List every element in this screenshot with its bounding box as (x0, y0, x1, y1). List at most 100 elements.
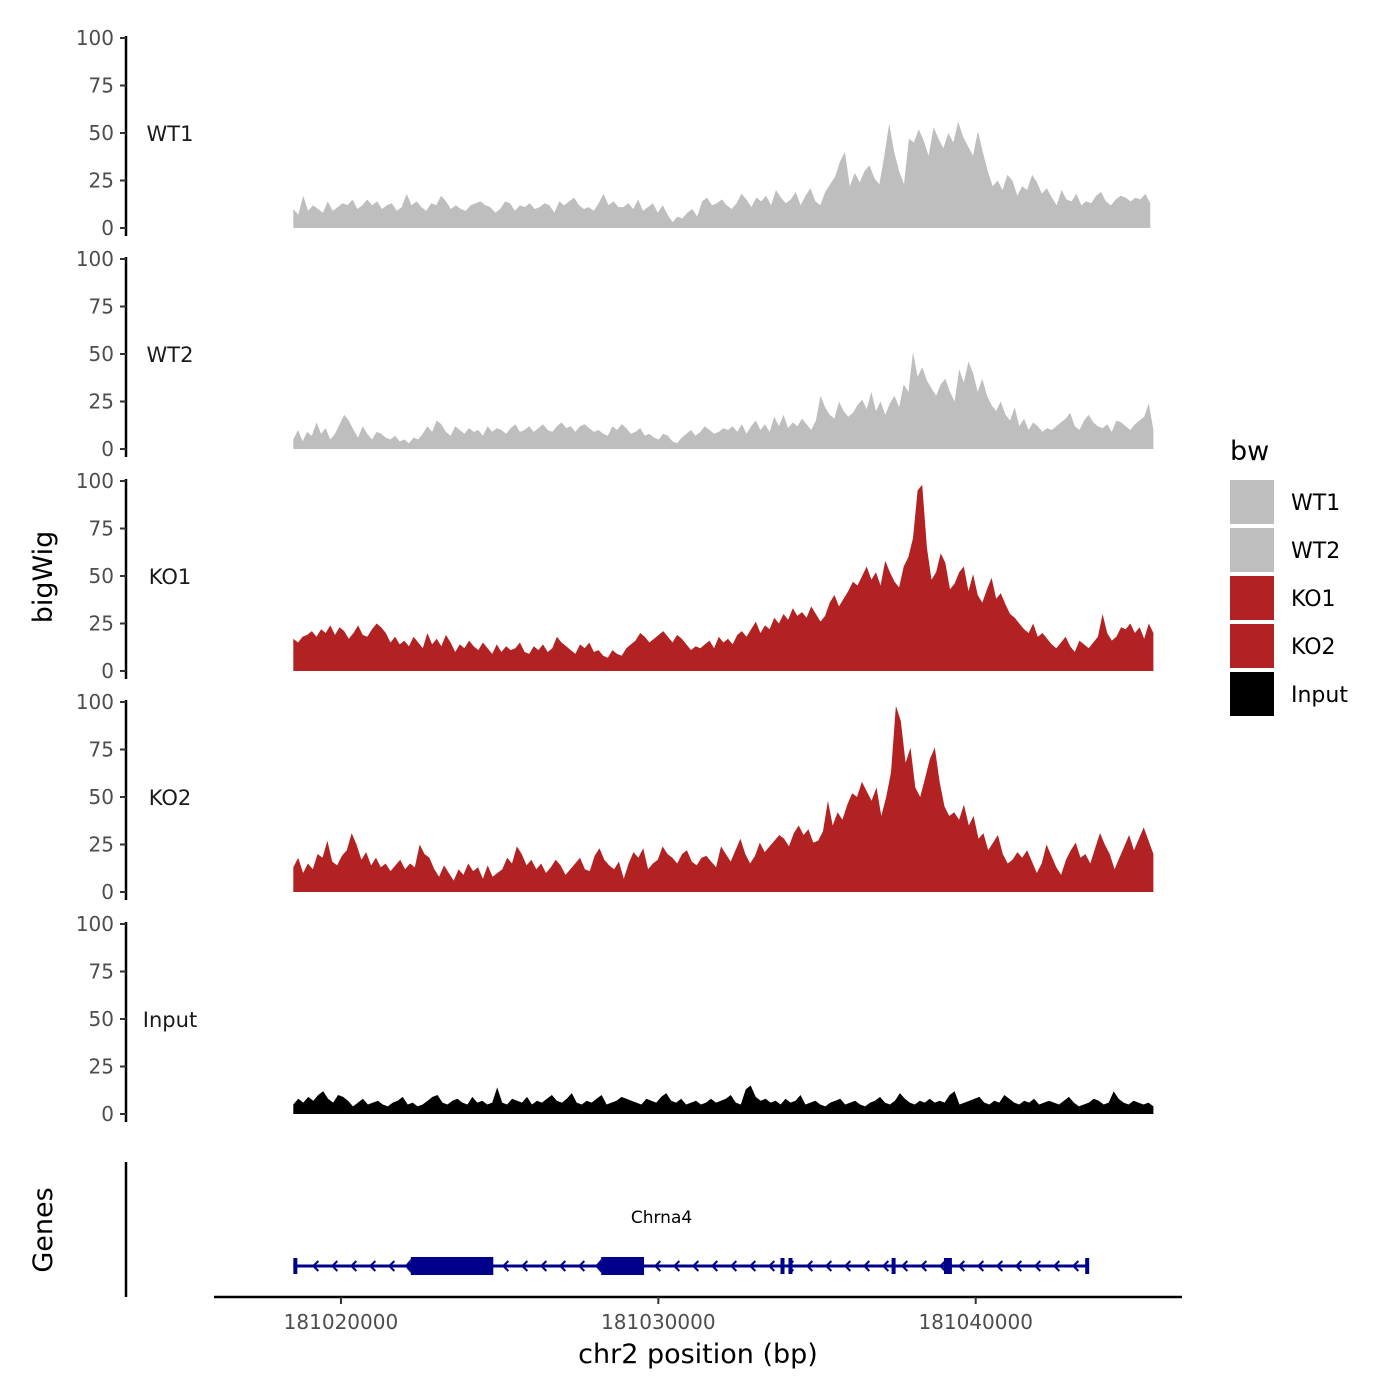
gene-track-label: Genes (28, 1187, 59, 1272)
legend-label-wt2: WT2 (1291, 539, 1340, 564)
legend-label-wt1: WT1 (1291, 491, 1340, 516)
strand-arrow (710, 1260, 719, 1272)
strand-arrow (748, 1260, 757, 1272)
strand-arrow (729, 1260, 738, 1272)
strand-arrow (881, 1260, 890, 1272)
strand-arrow (368, 1260, 377, 1272)
exon-taper (595, 1259, 602, 1273)
coverage-area-wt2 (293, 352, 1154, 449)
strand-arrow (976, 1260, 985, 1272)
strand-arrow (558, 1260, 567, 1272)
strand-arrow (387, 1260, 396, 1272)
y-tick-label: 25 (89, 833, 114, 857)
y-tick-label: 0 (101, 659, 114, 683)
legend-swatch-ko2 (1230, 624, 1274, 668)
exon-block (891, 1258, 896, 1274)
exon-block (943, 1258, 952, 1274)
x-tick-label: 181040000 (918, 1310, 1033, 1334)
exon-block (788, 1258, 793, 1274)
track-label: WT1 (147, 122, 194, 146)
x-axis-title: chr2 position (bp) (578, 1339, 818, 1370)
y-tick-label: 75 (89, 517, 114, 541)
legend-swatch-ko1 (1230, 576, 1274, 620)
y-tick-label: 75 (89, 960, 114, 984)
strand-arrow (824, 1260, 833, 1272)
track-ko2: 0 25 50 75 100 KO2 (76, 690, 1154, 904)
y-tick-label: 50 (89, 121, 114, 145)
track-ko1: 0 25 50 75 100 KO1 (76, 469, 1154, 683)
exon-block (780, 1258, 785, 1274)
strand-arrow (520, 1260, 529, 1272)
strand-arrow (577, 1260, 586, 1272)
strand-arrow (938, 1260, 947, 1272)
strand-arrow (1033, 1260, 1042, 1272)
y-tick-label: 0 (101, 216, 114, 240)
strand-arrow (539, 1260, 548, 1272)
y-tick-label: 50 (89, 785, 114, 809)
coverage-area-ko1 (293, 484, 1154, 671)
strand-arrow (1071, 1260, 1080, 1272)
strand-arrow (957, 1260, 966, 1272)
strand-arrow (900, 1260, 909, 1272)
x-axis: 181020000 181030000 181040000 (214, 1295, 1182, 1334)
exon-block (410, 1257, 494, 1275)
track-wt2: 0 25 50 75 100 WT2 (76, 247, 1154, 461)
legend-swatch-input (1230, 672, 1274, 716)
legend-swatch-wt2 (1230, 528, 1274, 572)
gene-name-label: Chrna4 (631, 1208, 692, 1228)
coverage-area-wt1 (293, 121, 1151, 228)
x-tick-label: 181030000 (601, 1310, 716, 1334)
legend-label-input: Input (1291, 683, 1348, 708)
strand-arrow (843, 1260, 852, 1272)
coverage-tracks: 0255075100WT10255075100WT20255075100KO10… (76, 26, 1154, 1126)
y-tick-label: 75 (89, 738, 114, 762)
strand-arrow (311, 1260, 320, 1272)
y-tick-label: 100 (76, 247, 114, 271)
strand-arrow (919, 1260, 928, 1272)
y-tick-label: 75 (89, 74, 114, 98)
track-label: Input (143, 1008, 197, 1032)
strand-arrow (501, 1260, 510, 1272)
y-tick-label: 50 (89, 342, 114, 366)
legend-label-ko2: KO2 (1291, 635, 1336, 660)
strand-arrow (862, 1260, 871, 1272)
y-tick-label: 100 (76, 690, 114, 714)
y-tick-label: 0 (101, 1102, 114, 1126)
y-tick-label: 100 (76, 469, 114, 493)
exon-block (1085, 1258, 1090, 1274)
exon-block (601, 1257, 645, 1275)
track-wt1: 0 25 50 75 100 WT1 (76, 26, 1151, 240)
legend-swatch-wt1 (1230, 480, 1274, 524)
legend: bw WT1 WT2 KO1 KO2 Input (1230, 436, 1348, 716)
strand-arrow (349, 1260, 358, 1272)
track-label: KO1 (149, 565, 192, 589)
legend-label-ko1: KO1 (1291, 587, 1336, 612)
strand-arrow (805, 1260, 814, 1272)
strand-arrow (691, 1260, 700, 1272)
legend-title: bw (1230, 436, 1269, 467)
track-input: 0 25 50 75 100 Input (76, 912, 1154, 1126)
y-tick-label: 25 (89, 1055, 114, 1079)
y-tick-label: 25 (89, 169, 114, 193)
gene-track: Chrna4 (124, 1162, 1090, 1297)
y-tick-label: 0 (101, 880, 114, 904)
strand-arrow (672, 1260, 681, 1272)
strand-arrow (1014, 1260, 1023, 1272)
exon-taper (404, 1259, 411, 1273)
y-tick-label: 100 (76, 912, 114, 936)
strand-arrow (653, 1260, 662, 1272)
track-label: WT2 (147, 343, 194, 367)
strand-arrow (767, 1260, 776, 1272)
y-axis-title: bigWig (28, 531, 59, 624)
y-tick-label: 25 (89, 612, 114, 636)
y-tick-label: 0 (101, 437, 114, 461)
strand-arrow (1052, 1260, 1061, 1272)
y-tick-label: 50 (89, 564, 114, 588)
track-label: KO2 (149, 786, 192, 810)
y-tick-label: 100 (76, 26, 114, 50)
coverage-area-ko2 (293, 705, 1154, 892)
coverage-area-input (293, 1085, 1154, 1114)
y-tick-label: 25 (89, 390, 114, 414)
strand-arrow (995, 1260, 1004, 1272)
